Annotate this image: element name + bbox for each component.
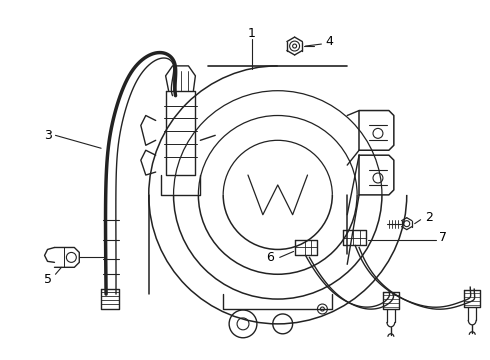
Text: 5: 5 — [44, 273, 51, 286]
Text: 2: 2 — [425, 211, 433, 224]
Text: 1: 1 — [248, 27, 256, 40]
Text: 4: 4 — [325, 35, 333, 48]
Text: 3: 3 — [44, 129, 51, 142]
Text: 6: 6 — [266, 251, 274, 264]
Text: 7: 7 — [440, 231, 447, 244]
